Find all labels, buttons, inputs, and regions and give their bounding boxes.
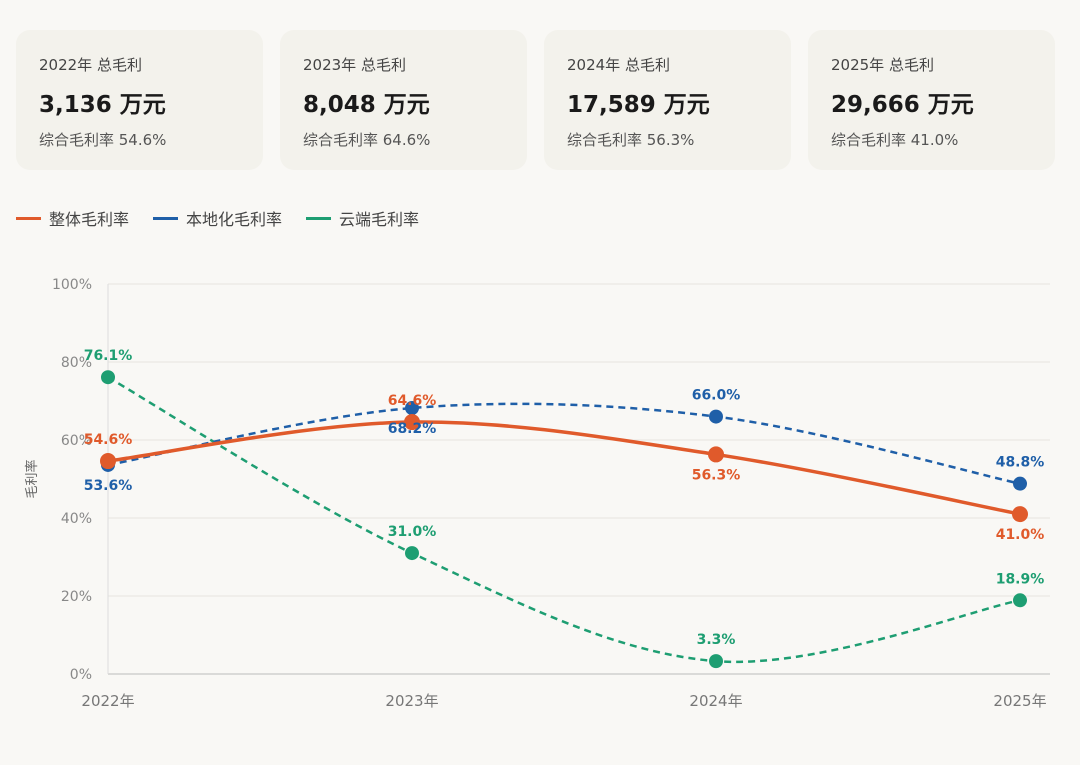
card-sub: 综合毛利率 41.0% (831, 131, 959, 149)
series-line-2 (107, 376, 1021, 664)
legend-swatch (306, 216, 332, 220)
card-value: 8,048 万元 (303, 92, 430, 118)
y-tick-label: 20% (61, 589, 92, 605)
data-point (709, 654, 723, 669)
card-value: 17,589 万元 (567, 92, 710, 118)
data-point (1012, 506, 1028, 523)
legend-item-overall[interactable]: 整体毛利率 (16, 206, 129, 230)
data-label: 48.8% (996, 455, 1045, 471)
data-label: 3.3% (697, 632, 736, 648)
card-sub: 综合毛利率 64.6% (303, 131, 431, 149)
card-value: 3,136 万元 (39, 92, 166, 118)
data-point (405, 401, 419, 416)
legend-swatch (16, 216, 41, 220)
y-tick-label: 40% (61, 511, 92, 527)
x-tick-label: 2025年 (993, 692, 1046, 710)
data-label: 68.2% (388, 421, 437, 437)
card-title: 2022年 总毛利 (39, 56, 142, 74)
data-point (101, 370, 115, 385)
data-label: 64.6% (388, 393, 437, 409)
data-label: 76.1% (84, 348, 133, 364)
data-point (708, 446, 724, 463)
card-title: 2024年 总毛利 (567, 56, 670, 74)
chart-legend: 整体毛利率 本地化毛利率 云端毛利率 (16, 206, 419, 230)
legend-item-cloud[interactable]: 云端毛利率 (306, 206, 419, 230)
card-2024: 2024年 总毛利 17,589 万元综合毛利率 56.3% (544, 30, 791, 170)
y-tick-label: 80% (61, 355, 92, 371)
x-tick-label: 2022年 (81, 692, 134, 710)
data-point (1013, 476, 1027, 491)
x-tick-label: 2023年 (385, 692, 438, 710)
y-tick-label: 0% (70, 667, 92, 683)
card-value: 29,666 万元 (831, 92, 974, 118)
legend-label: 本地化毛利率 (186, 210, 283, 229)
data-label: 54.6% (84, 432, 133, 448)
summary-cards: 2022年 总毛利 3,136 万元综合毛利率 54.6% 2023年 总毛利 8,… (16, 30, 1055, 170)
card-title: 2025年 总毛利 (831, 56, 934, 74)
card-2025: 2025年 总毛利 29,666 万元综合毛利率 41.0% (808, 30, 1055, 170)
data-point (405, 546, 419, 561)
y-tick-label: 100% (52, 277, 92, 293)
y-axis-title: 毛利率 (24, 459, 40, 498)
legend-label: 整体毛利率 (49, 210, 130, 229)
data-label: 18.9% (996, 571, 1045, 587)
data-label: 31.0% (388, 524, 437, 540)
card-2023: 2023年 总毛利 8,048 万元综合毛利率 64.6% (280, 30, 527, 170)
legend-label: 云端毛利率 (339, 210, 420, 229)
series-line-1 (107, 402, 1021, 485)
data-point (1013, 593, 1027, 608)
series-line-0 (107, 420, 1021, 516)
card-sub: 综合毛利率 54.6% (39, 131, 167, 149)
x-tick-label: 2024年 (689, 692, 742, 710)
legend-item-local[interactable]: 本地化毛利率 (153, 206, 282, 230)
data-label: 56.3% (692, 467, 741, 483)
card-title: 2023年 总毛利 (303, 56, 406, 74)
y-tick-label: 60% (61, 433, 92, 449)
card-2022: 2022年 总毛利 3,136 万元综合毛利率 54.6% (16, 30, 263, 170)
card-sub: 综合毛利率 56.3% (567, 131, 695, 149)
data-point (100, 453, 116, 470)
data-label: 66.0% (692, 388, 741, 404)
data-label: 53.6% (84, 478, 133, 494)
data-point (709, 409, 723, 424)
data-label: 41.0% (996, 527, 1045, 543)
data-point (404, 414, 420, 431)
legend-swatch (153, 216, 179, 220)
